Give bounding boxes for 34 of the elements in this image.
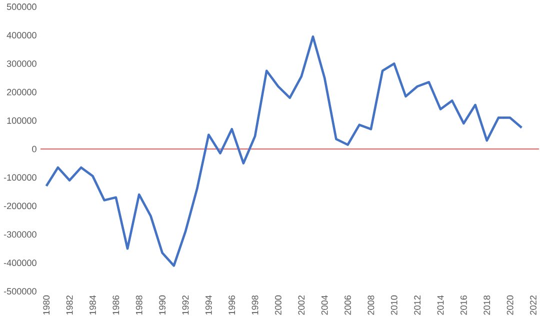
y-tick-label: 500000 [6,4,36,10]
x-tick-label: 1986 [112,296,120,315]
x-tick-label: 1998 [252,296,258,315]
x-tick-label: 2002 [298,296,305,315]
y-tick-label: -300000 [4,231,36,238]
y-tick-label: 200000 [7,89,36,96]
y-tick-label: 300000 [6,60,36,67]
x-tick-label: 1988 [136,296,142,315]
y-tick-label: 100000 [7,117,36,124]
x-tick-label: 1992 [182,296,189,315]
x-tick-label: 2012 [414,296,421,315]
x-tick-label: 2010 [390,296,398,315]
x-tick-label: 2000 [275,296,282,315]
y-tick-label: 400000 [6,32,36,39]
x-tick-label: 2022 [530,296,536,315]
y-tick-label: -400000 [4,260,36,266]
x-tick-label: 2014 [437,295,444,315]
x-tick-label: 1984 [90,295,96,315]
y-tick-label: 0 [32,146,36,152]
y-tick-label: -500000 [4,288,36,295]
x-tick-label: 1996 [228,296,236,315]
x-tick-label: 2020 [506,296,514,315]
x-tick-label: 1982 [66,296,73,315]
y-tick-label: -200000 [4,202,36,210]
x-tick-label: 2018 [484,296,490,315]
y-tick-label: -100000 [4,174,36,181]
line-series [45,36,523,267]
x-tick-label: 2006 [344,296,351,315]
x-tick-label: 2008 [368,296,374,315]
x-tick-label: 1990 [159,296,166,315]
x-tick-label: 2016 [460,296,467,315]
x-tick-label: 1980 [43,296,50,315]
x-tick-label: 2004 [321,295,328,315]
x-tick-label: 1994 [205,295,212,315]
